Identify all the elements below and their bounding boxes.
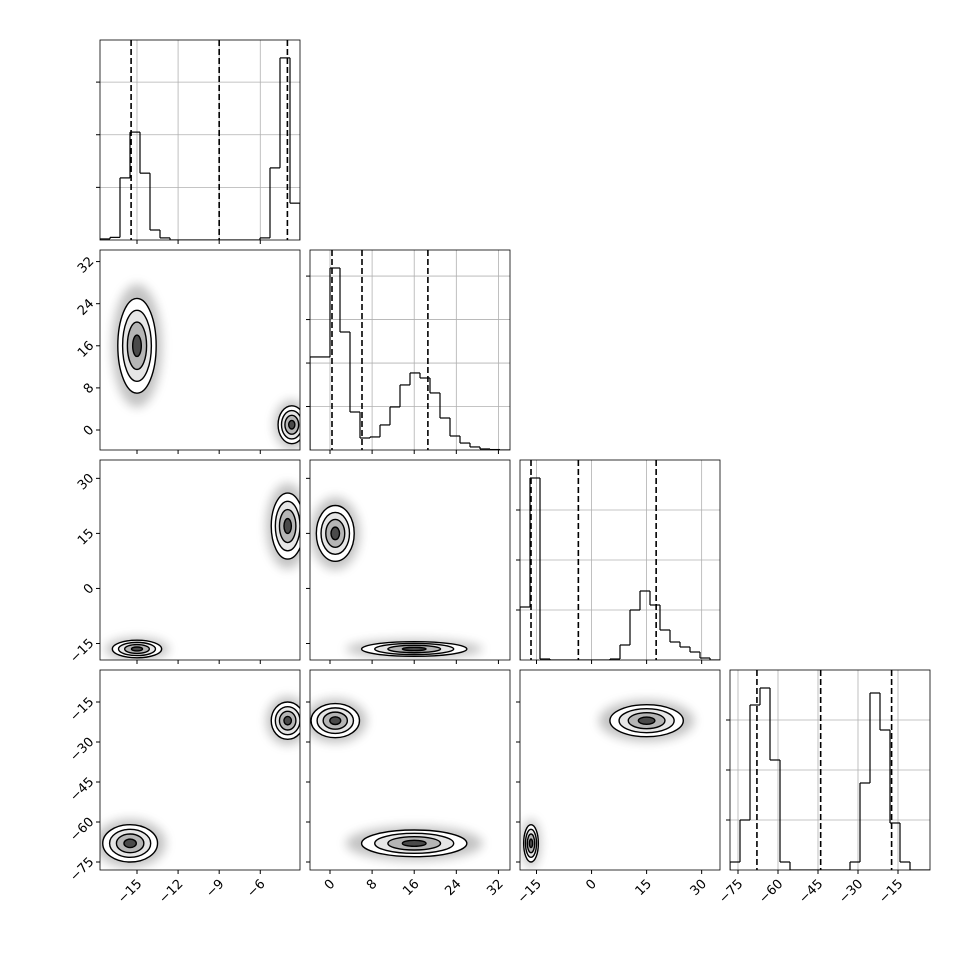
panel: −15 0 15 30 <box>515 669 721 907</box>
panel: −15 0 15 30 <box>67 459 301 666</box>
panel-frame <box>99 669 301 871</box>
panel-frame <box>309 249 511 451</box>
panel-frame <box>519 459 721 661</box>
panel: −15 −12 −9 −6 −75 −60 −45 −30 −15 <box>67 669 301 907</box>
contour <box>130 646 144 652</box>
panel-frame <box>99 39 301 241</box>
x-tick-label: 8 <box>364 877 380 893</box>
x-tick-label: −75 <box>716 877 746 907</box>
panel-frame <box>519 669 721 871</box>
contour <box>123 838 138 849</box>
x-tick-label: 32 <box>484 877 506 899</box>
x-tick-label: 15 <box>633 877 655 899</box>
panel <box>306 249 511 454</box>
y-tick-label: −30 <box>67 735 97 765</box>
contour <box>401 646 427 652</box>
x-tick-label: −6 <box>244 877 268 901</box>
panel <box>96 39 301 244</box>
panel-frame <box>309 459 511 661</box>
x-tick-label: −12 <box>156 877 186 907</box>
x-tick-label: −15 <box>876 877 906 907</box>
plot-area <box>310 497 483 659</box>
panel <box>306 459 511 664</box>
x-tick-label: 30 <box>688 877 710 899</box>
x-tick-label: −15 <box>515 877 545 907</box>
contour <box>528 838 534 849</box>
panel-frame <box>729 669 931 871</box>
contour <box>637 716 656 725</box>
y-tick-label: −45 <box>67 775 97 805</box>
y-tick-label: 8 <box>81 381 97 397</box>
y-tick-label: 16 <box>75 338 97 360</box>
x-tick-label: 16 <box>400 877 422 899</box>
contour <box>283 715 293 726</box>
y-tick-label: 0 <box>81 423 97 439</box>
contour <box>287 419 296 430</box>
contour <box>283 517 293 535</box>
y-tick-label: 0 <box>81 581 97 597</box>
x-tick-label: −60 <box>756 877 786 907</box>
y-tick-label: −15 <box>67 636 97 666</box>
y-tick-label: 30 <box>75 471 97 493</box>
x-tick-label: 0 <box>583 877 599 893</box>
plot-area <box>310 698 483 861</box>
y-tick-label: −60 <box>67 815 97 845</box>
y-tick-label: 15 <box>75 526 97 548</box>
plot-area <box>104 483 300 660</box>
y-tick-label: −75 <box>67 855 97 885</box>
x-tick-label: 24 <box>442 877 464 899</box>
panel-frame <box>99 459 301 661</box>
plot-area <box>100 696 300 868</box>
panel: 0 8 16 24 32 <box>306 669 511 899</box>
contour <box>401 839 427 848</box>
panel: −75 −60 −45 −30 −15 <box>716 669 931 907</box>
plot-area <box>730 670 930 870</box>
panel-frame <box>309 669 511 871</box>
y-tick-label: −15 <box>67 695 97 725</box>
contour <box>330 526 341 541</box>
plot-area <box>100 40 300 240</box>
x-tick-label: −15 <box>115 877 145 907</box>
contour <box>329 716 342 726</box>
y-tick-label: 24 <box>75 296 97 318</box>
x-tick-label: −30 <box>836 877 866 907</box>
panel: 0 8 16 24 32 <box>75 249 301 454</box>
contour <box>131 334 143 358</box>
x-tick-label: −45 <box>796 877 826 907</box>
x-tick-label: 0 <box>322 877 338 893</box>
panel <box>516 459 721 664</box>
x-tick-label: −9 <box>203 877 227 901</box>
plot-area <box>521 699 695 868</box>
plot-area <box>520 460 720 660</box>
plot-area <box>310 250 510 450</box>
panel-frame <box>99 249 301 451</box>
plot-area <box>112 284 300 450</box>
y-tick-label: 32 <box>75 254 97 276</box>
